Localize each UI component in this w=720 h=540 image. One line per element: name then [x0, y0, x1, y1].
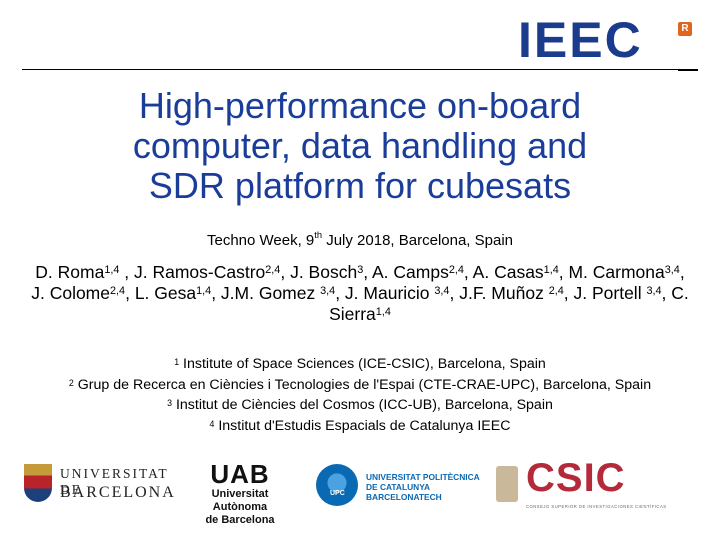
- upc-logo-line3: BARCELONATECH: [366, 492, 442, 502]
- author-name: J. Portell: [573, 283, 647, 303]
- ieec-registered-badge: R: [678, 22, 692, 36]
- affiliation-text: Institute of Space Sciences (ICE-CSIC), …: [179, 356, 546, 372]
- author-affiliation: 2,4: [265, 263, 281, 276]
- author-name: A. Casas: [472, 262, 544, 282]
- header-divider-accent: [678, 70, 698, 71]
- affiliation-number: 2: [68, 377, 74, 388]
- title-line: SDR platform for cubesats: [148, 165, 572, 206]
- upc-logo-mark: UPC: [330, 490, 345, 497]
- author-separator: ,: [558, 262, 569, 282]
- author-name: J. Mauricio: [344, 283, 435, 303]
- author-affiliation: 3,4: [434, 284, 450, 297]
- author-separator: ,: [119, 262, 134, 282]
- author-name: J.F. Muñoz: [459, 283, 549, 303]
- slide-title: High-performance on-board computer, data…: [60, 86, 660, 206]
- author: A. Camps2,4,: [372, 262, 473, 282]
- event-line: Techno Week, 9th July 2018, Barcelona, S…: [60, 230, 660, 249]
- affiliation-number: 3: [167, 398, 173, 409]
- author-affiliation: 2,4: [448, 263, 464, 276]
- author-name: J. Colome: [31, 283, 110, 303]
- csic-logo-subtitle: CONSEJO SUPERIOR DE INVESTIGACIONES CIEN…: [526, 504, 667, 509]
- author-name: D. Roma: [35, 262, 105, 282]
- author: J.M. Gomez 3,4,: [221, 283, 345, 303]
- csic-emblem-icon: [496, 466, 518, 502]
- author-affiliation: 3,4: [320, 284, 336, 297]
- author-separator: ,: [679, 262, 685, 282]
- ieec-logo-text: IEEC: [518, 12, 643, 68]
- author-affiliation: 3,4: [664, 263, 680, 276]
- affiliation: 1 Institute of Space Sciences (ICE-CSIC)…: [20, 354, 700, 375]
- author-affiliation: 1,4: [104, 263, 120, 276]
- upc-logo-text: UNIVERSITAT POLITÈCNICA DE CATALUNYA BAR…: [366, 472, 480, 502]
- upc-logo: UPC UNIVERSITAT POLITÈCNICA DE CATALUNYA…: [316, 464, 486, 508]
- author-affiliation: 3: [357, 263, 364, 276]
- affiliation-number: 4: [209, 418, 215, 429]
- upc-logo-line1: UNIVERSITAT POLITÈCNICA: [366, 472, 480, 482]
- affiliation-text: Institut de Ciències del Cosmos (ICC-UB)…: [172, 397, 553, 413]
- author-name: J. Bosch: [290, 262, 358, 282]
- author-affiliation: 2,4: [110, 284, 126, 297]
- author-separator: ,: [363, 262, 372, 282]
- author-name: A. Camps: [372, 262, 449, 282]
- author-name: M. Carmona: [568, 262, 665, 282]
- csic-logo: CSIC CONSEJO SUPERIOR DE INVESTIGACIONES…: [496, 456, 706, 512]
- author-affiliation: 3,4: [646, 284, 662, 297]
- author-separator: ,: [211, 283, 221, 303]
- institution-logos: UNIVERSITAT DE BARCELONA UAB Universitat…: [0, 456, 720, 526]
- author-name: C. Sierra: [329, 283, 689, 324]
- author: J.F. Muñoz 2,4,: [459, 283, 573, 303]
- author-name: L. Gesa: [134, 283, 197, 303]
- author-affiliation: 2,4: [548, 284, 564, 297]
- author-affiliation: 1,4: [196, 284, 212, 297]
- event-sup: th: [314, 230, 323, 241]
- author-separator: ,: [280, 262, 291, 282]
- author: A. Casas1,4,: [473, 262, 569, 282]
- author-separator: ,: [449, 283, 460, 303]
- author-name: J.M. Gomez: [220, 283, 321, 303]
- author-separator: ,: [563, 283, 574, 303]
- author: M. Carmona3,4,: [568, 262, 684, 282]
- affiliation-text: Grup de Recerca en Ciències i Tecnologie…: [73, 376, 652, 393]
- uab-logo-mark: UAB: [210, 459, 270, 489]
- event-text-rest: July 2018, Barcelona, Spain: [322, 232, 514, 249]
- author-affiliation: 1,4: [543, 263, 559, 276]
- title-line: computer, data handling and: [132, 125, 588, 166]
- affiliation-list: 1 Institute of Space Sciences (ICE-CSIC)…: [20, 354, 700, 436]
- ieec-logo: IEEC R: [518, 12, 696, 68]
- affiliation: 3 Institut de Ciències del Cosmos (ICC-U…: [20, 395, 700, 416]
- affiliation-text: Institut d'Estudis Espacials de Cataluny…: [214, 417, 511, 434]
- author: C. Sierra1,4: [329, 283, 689, 324]
- author-separator: ,: [125, 283, 135, 303]
- author-separator: ,: [335, 283, 345, 303]
- author: J. Mauricio 3,4,: [345, 283, 459, 303]
- author-affiliation: 1,4: [375, 305, 391, 318]
- affiliation: 4 Institut d'Estudis Espacials de Catalu…: [20, 416, 700, 437]
- author-list: D. Roma1,4 , J. Ramos-Castro2,4, J. Bosc…: [30, 262, 690, 325]
- upc-logo-line2: DE CATALUNYA: [366, 482, 431, 492]
- uab-logo: UAB Universitat Autònoma de Barcelona: [184, 459, 296, 526]
- affiliation: 2 Grup de Recerca en Ciències i Tecnolog…: [20, 375, 700, 396]
- author-name: J. Ramos-Castro: [133, 262, 266, 282]
- author-separator: ,: [463, 262, 473, 282]
- header-divider: [22, 69, 698, 70]
- ub-logo-line1: UNIVERSITAT DE: [60, 466, 169, 497]
- author: L. Gesa1,4,: [135, 283, 221, 303]
- author: D. Roma1,4 ,: [35, 262, 134, 282]
- csic-logo-mark: CSIC: [526, 456, 626, 500]
- ub-logo-line2: BARCELONA: [60, 484, 176, 501]
- uab-logo-line1: Universitat Autònoma: [211, 488, 269, 513]
- ub-shield-icon: [24, 464, 52, 502]
- author: J. Bosch3,: [290, 262, 372, 282]
- author-separator: ,: [661, 283, 672, 303]
- affiliation-number: 1: [174, 357, 180, 368]
- event-text: Techno Week, 9: [206, 232, 315, 249]
- author: J. Ramos-Castro2,4,: [134, 262, 290, 282]
- upc-circle-icon: UPC: [316, 464, 358, 506]
- title-line: High-performance on-board: [138, 85, 582, 126]
- author: J. Portell 3,4,: [574, 283, 672, 303]
- ub-logo: UNIVERSITAT DE BARCELONA: [24, 462, 176, 508]
- uab-logo-line2: de Barcelona: [205, 514, 275, 526]
- author: J. Colome2,4,: [31, 283, 135, 303]
